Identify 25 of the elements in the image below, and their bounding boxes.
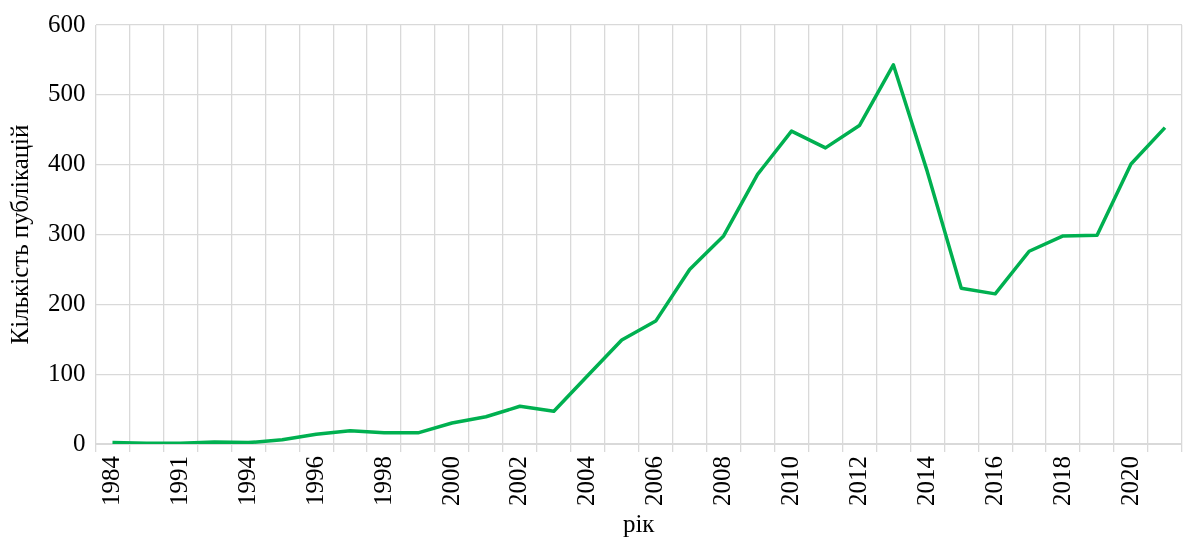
- x-tick-label: 1994: [232, 455, 260, 506]
- x-tick-label: 1991: [164, 456, 192, 506]
- x-tick-label: 2020: [1115, 456, 1143, 506]
- x-tick-label: 2006: [640, 456, 668, 506]
- x-tick-label: 1998: [368, 456, 396, 506]
- x-tick-label: 2012: [843, 456, 871, 506]
- y-tick-label: 500: [48, 79, 86, 107]
- y-tick-label: 200: [48, 288, 86, 316]
- y-tick-label: 100: [48, 358, 86, 386]
- x-tick-label: 2016: [979, 456, 1007, 506]
- x-tick-label: 2000: [436, 456, 464, 506]
- y-tick-label: 400: [48, 149, 86, 177]
- x-tick-label: 2002: [504, 456, 532, 506]
- x-tick-label: 2008: [708, 456, 736, 506]
- y-axis-title: Кількість публікацій: [5, 124, 33, 345]
- x-tick-label: 2010: [776, 456, 804, 506]
- x-tick-label: 1984: [97, 455, 125, 506]
- x-tick-label: 2014: [911, 455, 939, 506]
- x-tick-label: 2004: [572, 455, 600, 506]
- x-axis-title: рік: [622, 509, 656, 537]
- y-tick-label: 300: [48, 219, 86, 247]
- y-tick-label: 600: [48, 9, 86, 37]
- x-tick-label: 1996: [300, 456, 328, 506]
- x-tick-label: 2018: [1047, 456, 1075, 506]
- y-tick-label: 0: [73, 428, 86, 456]
